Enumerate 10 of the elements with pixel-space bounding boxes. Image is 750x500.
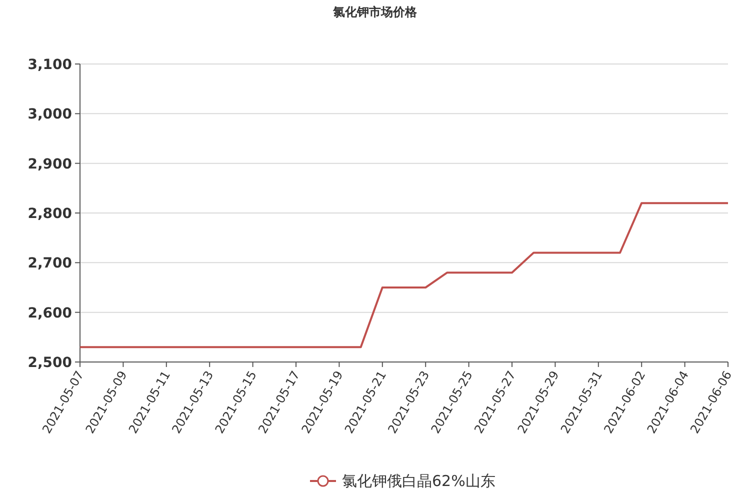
y-tick-label: 3,100	[28, 57, 72, 73]
line-series	[79, 202, 729, 348]
y-tick-label: 2,500	[28, 355, 72, 371]
y-tick-label: 2,600	[28, 305, 72, 322]
y-tick-label: 2,800	[28, 206, 72, 222]
y-tick-label: 2,700	[28, 256, 72, 272]
y-tick-label: 3,000	[28, 106, 72, 123]
chart-title: 氯化钾市场价格	[332, 5, 418, 19]
legend-label: 氯化钾俄白晶62%山东	[342, 472, 496, 490]
y-tick-label: 2,900	[28, 156, 72, 172]
